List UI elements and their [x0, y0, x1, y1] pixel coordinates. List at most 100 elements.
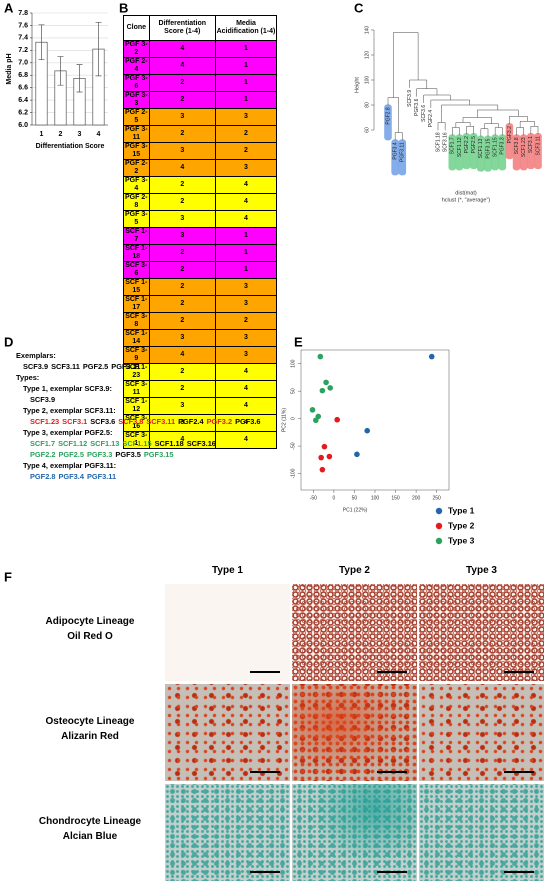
- table-cell: PGF 3-5: [123, 210, 150, 228]
- table-row: PGF 3-11 2 2: [123, 125, 278, 143]
- dendrogram-branch: [530, 126, 539, 135]
- y-axis-label: Media pH: [6, 53, 13, 84]
- dendrogram-branch: [466, 126, 474, 135]
- y-axis-label: Height: [354, 77, 360, 93]
- table-cell: 2: [148, 244, 216, 262]
- table-cell: PGF 2-2: [123, 159, 150, 177]
- table-head: Clone Differentiation Score (1-4) Media Ac…: [123, 15, 278, 41]
- header-row: Clone Differentiation Score (1-4) Media Ac…: [123, 15, 278, 41]
- table-cell: SCF 3-8: [123, 312, 150, 330]
- scale-bar: [504, 671, 534, 673]
- micrograph: [165, 584, 290, 681]
- y-tick-label: 50: [290, 388, 296, 394]
- panel-label: D: [4, 334, 13, 349]
- clone-name: SCF3.8: [118, 417, 144, 426]
- panel-label: F: [4, 569, 12, 584]
- clone-name: SCF1.15: [122, 439, 152, 448]
- section-heading: Types:: [16, 373, 40, 382]
- legend-label: Type 3: [448, 535, 475, 545]
- leaf-label: SCF3.11: [535, 136, 541, 156]
- header-cell: Clone: [123, 15, 150, 41]
- clone-name: SCF1.13: [90, 439, 120, 448]
- y-tick-label: 6.6: [18, 85, 28, 92]
- table-row: PGF 2-4 4 1: [123, 57, 278, 75]
- y-tick-label: 100: [364, 76, 370, 85]
- table-cell: 3: [148, 227, 216, 245]
- table-cell: PGF 3-2: [123, 40, 150, 58]
- dendrogram-branch: [441, 104, 499, 123]
- y-tick-label: 140: [364, 26, 370, 35]
- micrograph: [419, 784, 544, 881]
- table-cell: 1: [214, 261, 278, 279]
- micrograph: [292, 784, 417, 881]
- table-cell: 3: [214, 159, 278, 177]
- x-tick-label: 100: [371, 495, 380, 501]
- scatter-point: [318, 454, 324, 461]
- table-cell: PGF 3-11: [123, 125, 150, 143]
- table-cell: SCF 3-6: [123, 261, 150, 279]
- leaf-label: SCF1.23: [521, 137, 527, 157]
- clone-name: SCF3.1: [62, 417, 88, 426]
- error-bar: [57, 56, 64, 86]
- error-bar: [95, 21, 102, 77]
- dendrogram-branch: [452, 127, 460, 136]
- clone-name: PGF3.15: [143, 450, 174, 459]
- dendrogram-branch: [409, 79, 428, 89]
- scatter-point: [326, 453, 333, 460]
- x-tick-label: 250: [432, 495, 441, 501]
- micrograph: [419, 584, 544, 681]
- panel-label: A: [4, 0, 14, 15]
- x-axis-label: dist(mat): [455, 190, 477, 196]
- legend-swatch: [435, 537, 443, 545]
- legend-swatch: [435, 507, 443, 515]
- table-row: SCF 1-12 3 4: [123, 397, 278, 415]
- x-axis-label: Differentiation Score: [36, 143, 105, 150]
- clone-name: SCF3.16: [186, 439, 216, 448]
- x-axis-label: PC1 (22%): [343, 507, 368, 513]
- clone-table: Clone Differentiation Score (1-4) Media Ac…: [123, 15, 278, 449]
- table-row: PGF 2-5 3 3: [123, 108, 278, 126]
- x-tick-label: 150: [391, 495, 400, 501]
- y-tick-label: -50: [290, 442, 296, 449]
- table-row: PGF 2-2 4 3: [123, 159, 278, 177]
- clone-name: PGF3.3: [86, 450, 113, 459]
- clone-name: PGF3.11: [86, 472, 117, 481]
- y-tick-label: 6.4: [18, 97, 28, 104]
- leaf-label: PGF2.5: [471, 136, 477, 153]
- type-heading: Type 2, exemplar SCF3.11:: [23, 406, 116, 415]
- column-header: Type 3: [466, 565, 497, 576]
- clone-name: SCF3.11: [146, 417, 176, 426]
- table-cell: 1: [214, 40, 278, 58]
- y-tick-label: 7.6: [18, 22, 28, 29]
- leaf-label: PGF2.2: [464, 136, 470, 153]
- cluster-highlight: [505, 123, 514, 160]
- type-heading: Type 4, exemplar PGF3.11:: [23, 461, 117, 470]
- type-listing: Exemplars: SCF3.9 SCF3.11 PGF2.5 PGF3.11 Type…: [16, 350, 264, 482]
- table-cell: 1: [214, 244, 278, 262]
- table-cell: 3: [148, 210, 216, 228]
- clone-name: PGF2.5: [82, 362, 109, 371]
- exemplar-list: SCF3.9 SCF3.11 PGF2.5 PGF3.11: [16, 361, 264, 372]
- table-cell: 2: [214, 125, 278, 143]
- scale-bar: [377, 771, 407, 773]
- dendrogram-branch: [393, 32, 419, 98]
- cluster-highlight: [391, 139, 399, 176]
- clone-name: SCF1.23: [30, 417, 60, 426]
- caption: hclust (*, "average"): [442, 197, 491, 203]
- y-axis-label: PC2 (11%): [281, 408, 287, 432]
- scale-bar: [504, 871, 534, 873]
- leaf-label: PGF3.4: [392, 142, 398, 159]
- dendrogram-branch: [480, 128, 489, 137]
- table-cell: 4: [214, 210, 278, 228]
- y-tick-label: 6.0: [18, 122, 28, 129]
- table-row: PGF 3-3 2 1: [123, 91, 278, 109]
- clone-name: SCF1.7: [30, 439, 56, 448]
- table-cell: SCF 1-15: [123, 278, 150, 296]
- leaf-label: PGF3.3: [500, 137, 506, 154]
- leaf-label: PGF3.11: [400, 142, 406, 162]
- scatter-point: [323, 379, 329, 386]
- legend-swatch: [435, 522, 443, 530]
- table-cell: 3: [148, 329, 216, 347]
- table-row: SCF 1-17 2 3: [123, 295, 278, 313]
- cluster-highlight: [448, 134, 457, 171]
